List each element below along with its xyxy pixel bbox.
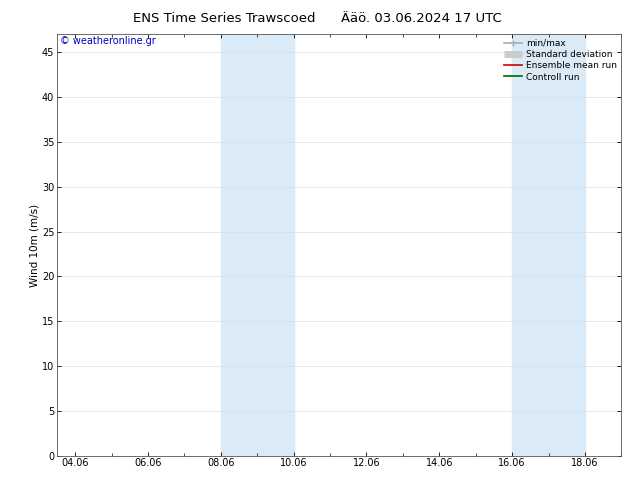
Bar [512,34,585,456]
Legend: min/max, Standard deviation, Ensemble mean run, Controll run: min/max, Standard deviation, Ensemble me… [502,37,619,83]
Text: ENS Time Series Trawscoed      Ääö. 03.06.2024 17 UTC: ENS Time Series Trawscoed Ääö. 03.06.202… [133,12,501,25]
Y-axis label: Wind 10m (m/s): Wind 10m (m/s) [29,203,39,287]
Bar [221,34,294,456]
Text: © weatheronline.gr: © weatheronline.gr [60,36,155,47]
